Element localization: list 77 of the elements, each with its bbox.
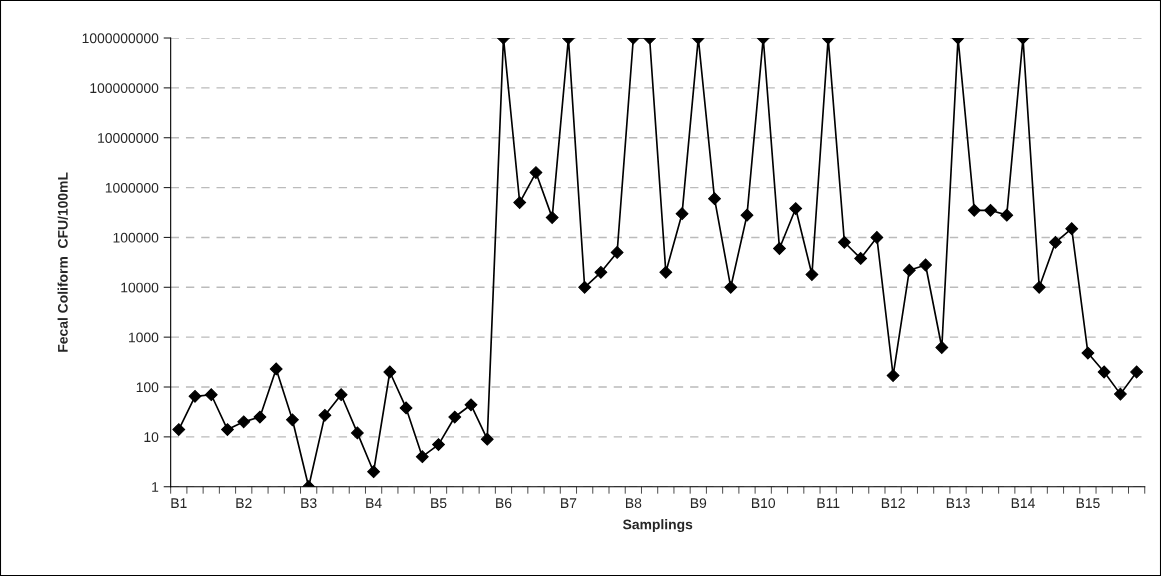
point (1065, 222, 1079, 236)
x-tick-label: B5 (431, 498, 447, 509)
point (1049, 235, 1062, 249)
point (545, 211, 559, 225)
point (594, 265, 608, 279)
point (902, 263, 916, 277)
point (399, 401, 413, 415)
point (1097, 365, 1111, 379)
point (773, 242, 786, 255)
point (740, 208, 754, 222)
point (886, 369, 900, 382)
point (578, 280, 592, 294)
point (318, 408, 332, 422)
point (854, 251, 868, 265)
y-tick-label: 100 (136, 382, 159, 393)
point (659, 265, 673, 279)
point (1130, 365, 1144, 379)
point (253, 410, 267, 424)
point (967, 203, 981, 217)
point (383, 365, 397, 379)
x-tick-label: B2 (236, 498, 252, 508)
point (675, 207, 689, 221)
point (204, 388, 218, 402)
point (172, 423, 186, 436)
x-tick-label: B3 (301, 498, 317, 509)
point (935, 341, 949, 354)
y-tick-label: 100000 (113, 232, 159, 243)
point (221, 423, 234, 436)
point (529, 166, 543, 179)
point (870, 231, 884, 244)
point (269, 362, 283, 376)
x-tick-label: B4 (366, 498, 382, 508)
point (188, 389, 202, 403)
point (1000, 208, 1014, 222)
y-tick-label: 1000000000 (82, 33, 159, 44)
x-tick-label: B8 (626, 498, 642, 509)
point (1032, 280, 1046, 294)
y-tick-label: 10000000 (98, 133, 159, 143)
point (984, 203, 997, 217)
x-tick-label: B9 (690, 498, 707, 509)
y-tick-label: 1000 (129, 332, 159, 343)
point (610, 246, 624, 259)
point (708, 192, 721, 206)
point (480, 432, 494, 446)
x-tick-label: B12 (881, 498, 905, 508)
point (789, 202, 803, 215)
point (448, 410, 462, 424)
x-tick-label: B1 (171, 498, 187, 508)
y-tick-label: 10 (144, 432, 159, 443)
point (286, 413, 299, 427)
y-tick-label: 10000 (121, 282, 159, 293)
point (513, 196, 527, 209)
x-tick-label: B14 (1011, 498, 1035, 508)
point (919, 258, 932, 272)
point (837, 235, 851, 249)
y-axis-title: Fecal Coliform CFU/100mL (57, 172, 68, 352)
y-tick-label: 100000000 (90, 83, 159, 94)
point (464, 398, 478, 412)
point (1113, 387, 1127, 401)
point (415, 450, 429, 464)
y-tick-label: 1000000 (105, 182, 159, 193)
x-axis-title: Samplings (622, 519, 693, 533)
x-tick-label: B6 (496, 498, 512, 509)
x-tick-label: B10 (752, 498, 776, 509)
point (334, 388, 348, 402)
point (1081, 346, 1095, 360)
point (724, 280, 738, 294)
y-tick-label: 1 (152, 482, 159, 492)
point (367, 465, 381, 479)
x-tick-label: B7 (561, 498, 577, 508)
point (805, 268, 819, 281)
point (432, 438, 445, 451)
x-tick-label: B11 (817, 498, 840, 508)
x-tick-label: B15 (1076, 498, 1100, 509)
point (350, 426, 364, 440)
x-tick-label: B13 (946, 498, 970, 509)
point (237, 415, 251, 429)
